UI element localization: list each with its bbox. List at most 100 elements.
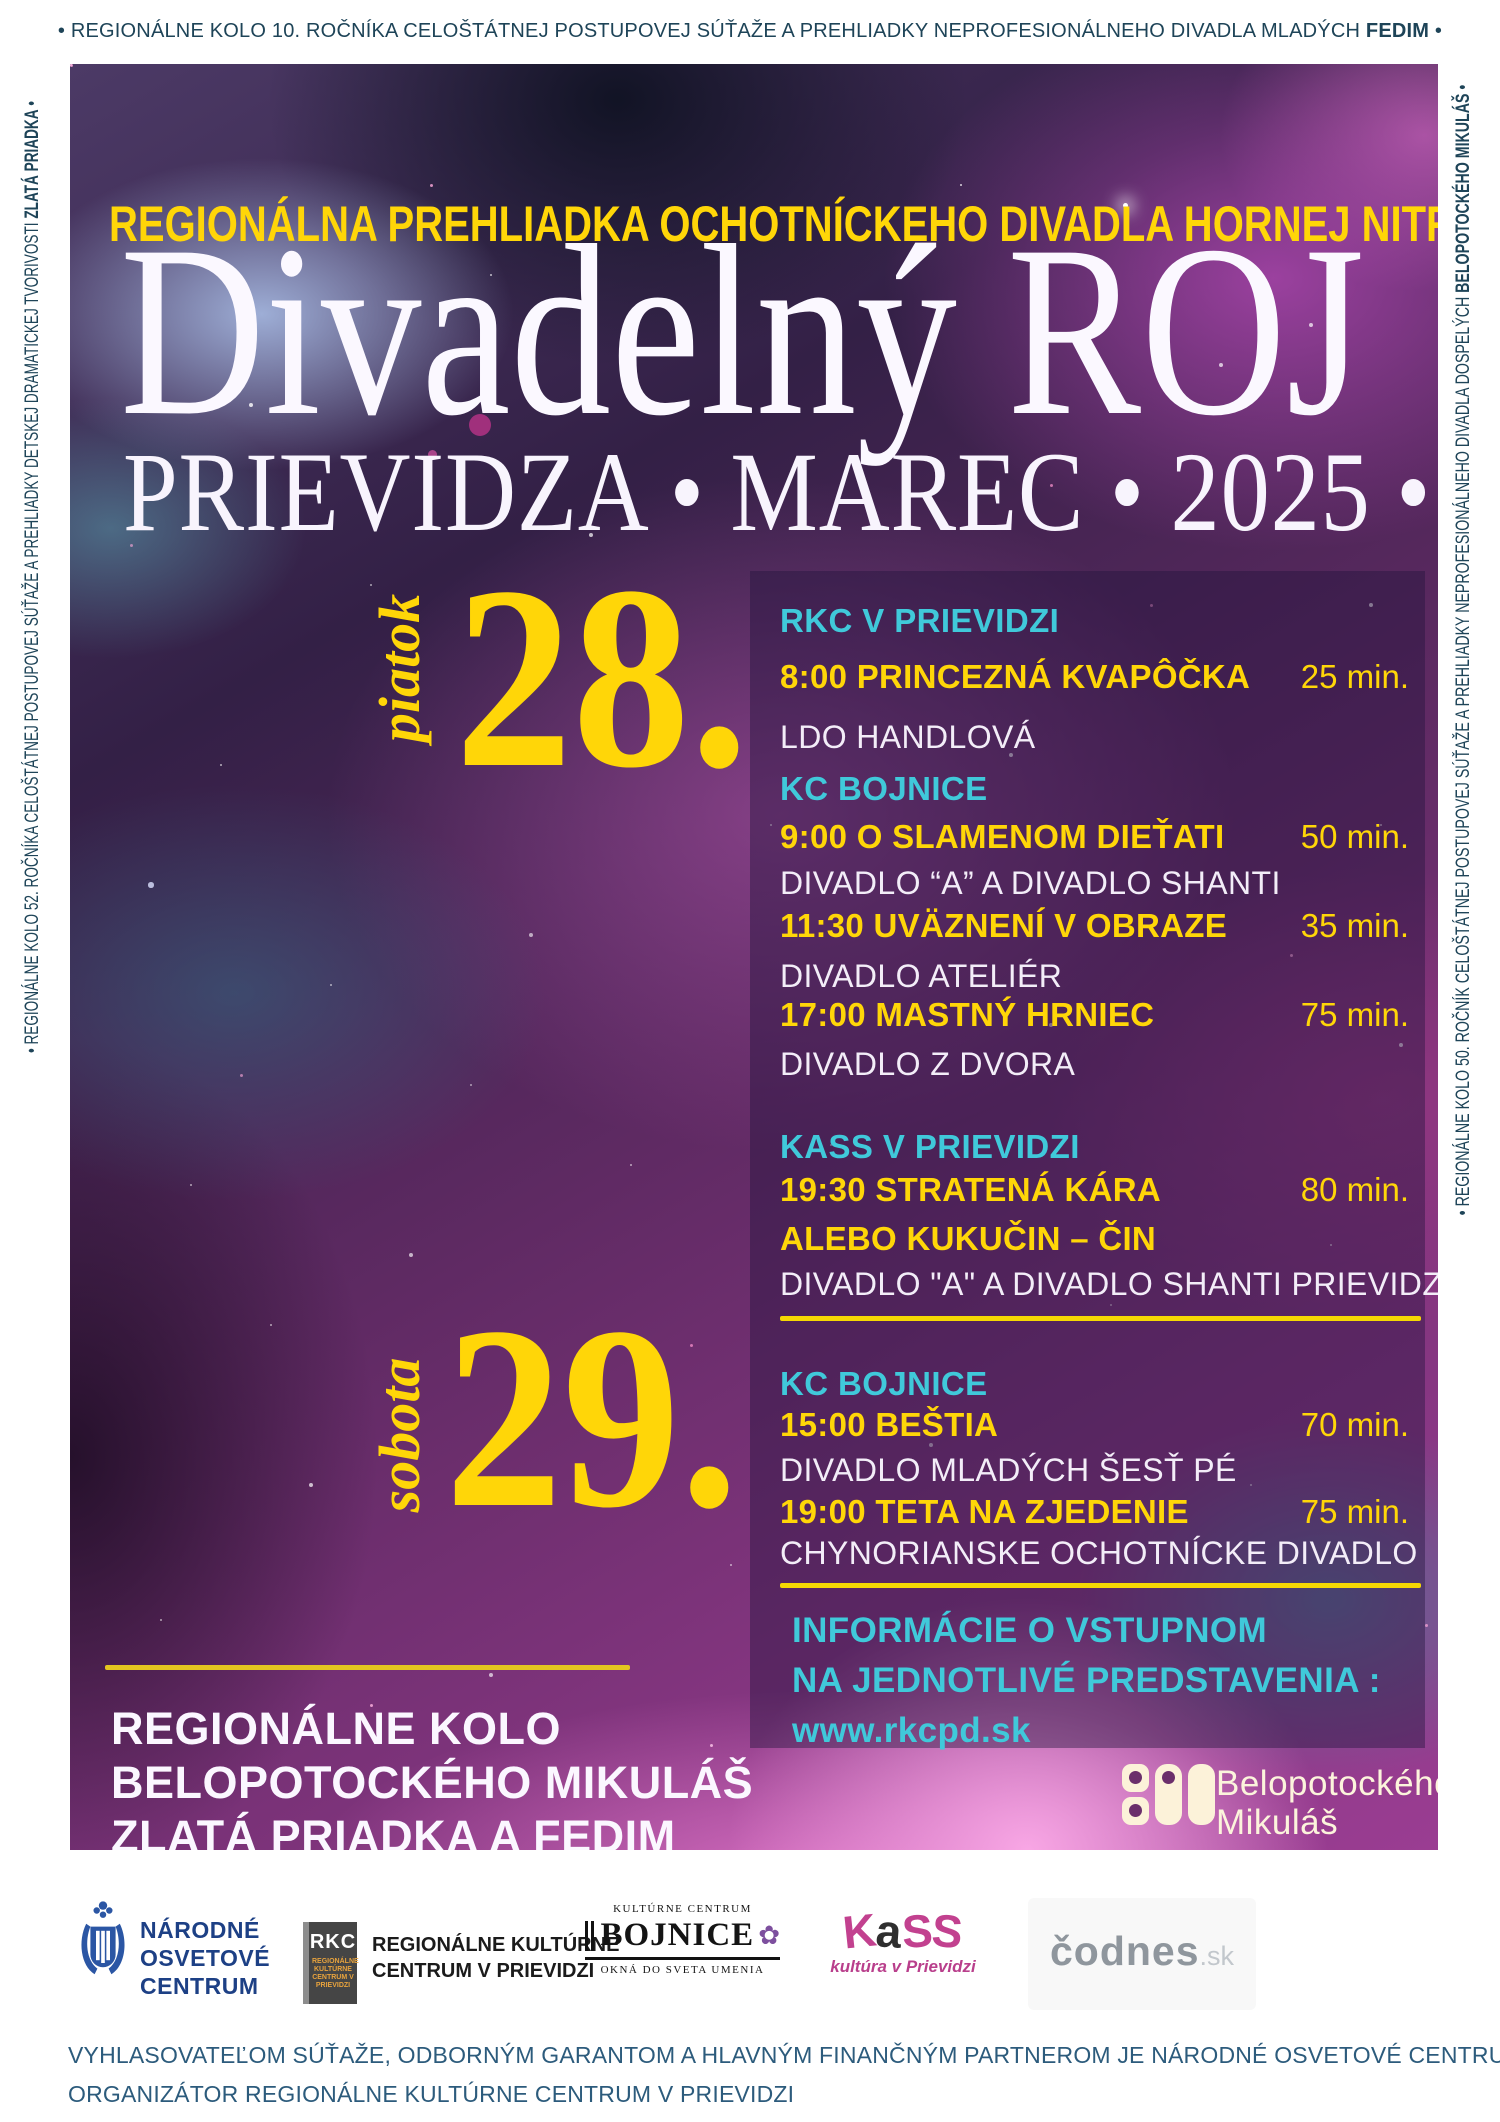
bojnice-stripes-icon	[585, 1920, 597, 1951]
schedule-panel: RKC V PRIEVIDZI 8:00 PRINCEZNÁ KVAPÔČKA …	[750, 571, 1438, 1750]
codnes-logo: čodnes.sk	[1028, 1898, 1256, 2010]
show-group: DIVADLO "A" A DIVADLO SHANTI PRIEVIDZA	[780, 1266, 1438, 1302]
show-row: 19:30 STRATENÁ KÁRA 80 min.	[780, 1170, 1409, 1210]
kass-logo-caption: kultúra v Prievidzi	[830, 1957, 976, 1976]
top-banner-bold-fedim: FEDIM	[1365, 20, 1430, 42]
poster-artwork: REGIONÁLNA PREHLIADKA OCHOTNÍCKEHO DIVAD…	[70, 64, 1438, 1850]
noc-logo-text: NÁRODNÉ OSVETOVÉ CENTRUM	[140, 1916, 270, 2000]
show-row: 9:00 O SLAMENOM DIEŤATI 50 min.	[780, 817, 1409, 857]
show-title: ALEBO KUKUČIN – ČIN	[780, 1220, 1157, 1257]
show-title: 19:30 STRATENÁ KÁRA	[780, 1171, 1161, 1208]
top-banner-suffix: •	[1429, 20, 1443, 42]
show-row: 17:00 MASTNÝ HRNIEC 75 min.	[780, 995, 1409, 1035]
bm-logo-hole	[1162, 1771, 1175, 1784]
footer-text-line2: ORGANIZÁTOR REGIONÁLNE KULTÚRNE CENTRUM …	[68, 2081, 795, 2107]
codnes-logo-name: čodnes	[1049, 1928, 1200, 1974]
noc-line2: OSVETOVÉ	[140, 1945, 271, 1971]
regional-round-line1: REGIONÁLNE KOLO	[111, 1703, 562, 1754]
show-row: 15:00 BEŠTIA 70 min.	[780, 1405, 1409, 1445]
bm-logo-hole	[1129, 1804, 1142, 1817]
show-group: DIVADLO Z DVORA	[780, 1046, 1076, 1082]
rkc-caption-line2: CENTRUM V PRIEVIDZI	[372, 1960, 595, 1982]
left-vertical-banner: • REGIONÁLNE KOLO 52. ROČNÍKA CELOŠTÁTNE…	[13, 73, 53, 1081]
poster-title: Divadelný ROJ	[120, 195, 1365, 466]
right-strip-suffix: •	[1453, 84, 1474, 94]
show-title: 15:00 BEŠTIA	[780, 1406, 999, 1443]
kass-letter-s1: S	[900, 1904, 934, 1958]
noc-line1: NÁRODNÉ	[140, 1917, 260, 1943]
magenta-dot-decor	[469, 414, 491, 436]
top-banner: • REGIONÁLNE KOLO 10. ROČNÍKA CELOŠTÁTNE…	[0, 20, 1500, 43]
bm-logo-shape	[1122, 1797, 1149, 1825]
regional-round-line3: ZLATÁ PRIADKA A FEDIM	[111, 1811, 676, 1850]
bm-logo-hole	[1129, 1771, 1142, 1784]
kass-letter-s2: S	[930, 1903, 966, 1959]
show-duration: 25 min.	[1300, 658, 1409, 695]
bojnice-logo-top-caption: KULTÚRNE CENTRUM	[613, 1903, 752, 1915]
info-divider-line	[780, 1583, 1421, 1588]
footer-text-line1: VYHLASOVATEĽOM SÚŤAŽE, ODBORNÝM GARANTOM…	[68, 2042, 1500, 2068]
show-duration: 75 min.	[1300, 1493, 1409, 1530]
show-row: 19:00 TETA NA ZJEDENIE 75 min.	[780, 1492, 1409, 1532]
bm-logo-shape	[1155, 1764, 1182, 1825]
regional-round-line2: BELOPOTOCKÉHO MIKULÁŠ	[111, 1757, 754, 1808]
bm-logo-hole	[1195, 1771, 1208, 1784]
codnes-logo-wordmark: čodnes.sk	[1028, 1928, 1256, 1975]
day-number-28: 28.	[455, 533, 749, 822]
regional-round-block: REGIONÁLNE KOLO BELOPOTOCKÉHO MIKULÁŠ ZL…	[111, 1702, 753, 1850]
weekday-piatok: piatok	[367, 593, 432, 743]
crocus-flower-icon: ✿	[758, 1920, 780, 1950]
bright-star-icon	[1123, 203, 1128, 208]
venue-name: KASS V PRIEVIDZI	[780, 1128, 1080, 1165]
noc-logo-svg	[81, 1901, 125, 1975]
kass-letter-a: a	[874, 1904, 904, 1958]
day-number-29: 29.	[445, 1273, 739, 1562]
right-strip-bold: BELOPOTOCKÉHO MIKULÁŠ	[1453, 93, 1474, 293]
show-row: 11:30 UVÄZNENÍ V OBRAZE 35 min.	[780, 906, 1409, 946]
bojnice-logo-name: BOJNICE	[600, 1917, 755, 1953]
bm-logo-line2: Mikuláš	[1216, 1803, 1339, 1842]
poster-date-line: PRIEVIDZA • MAREC • 2025 •	[123, 430, 1432, 555]
show-duration: 80 min.	[1300, 1171, 1409, 1208]
show-group: DIVADLO MLADÝCH ŠESŤ PÉ	[780, 1452, 1237, 1488]
stars-pink-decor	[70, 64, 73, 67]
left-strip-suffix: •	[22, 100, 43, 110]
venue-name: KC BOJNICE	[780, 1365, 988, 1402]
left-strip-text: • REGIONÁLNE KOLO 52. ROČNÍKA CELOŠTÁTNE…	[22, 218, 43, 1054]
kass-logo-wordmark: KaSS	[828, 1903, 978, 1959]
website-link[interactable]: www.rkcpd.sk	[792, 1711, 1031, 1750]
bm-logo-line1: Belopotockého	[1216, 1764, 1438, 1803]
poster-subtitle: REGIONÁLNA PREHLIADKA OCHOTNÍCKEHO DIVAD…	[109, 196, 1438, 252]
noc-line3: CENTRUM	[140, 1973, 259, 1999]
show-title: 17:00 MASTNÝ HRNIEC	[780, 996, 1155, 1033]
show-group: CHYNORIANSKE OCHOTNÍCKE DIVADLO	[780, 1535, 1418, 1571]
show-duration: 35 min.	[1300, 907, 1409, 944]
show-title: 9:00 O SLAMENOM DIEŤATI	[780, 818, 1225, 855]
rkc-logo-caption: REGIONÁLNE KULTÚRNE CENTRUM V PRIEVIDZI	[372, 1932, 619, 1984]
show-group: LDO HANDLOVÁ	[780, 719, 1036, 755]
magenta-dot-small-decor	[428, 450, 437, 459]
weekday-sobota: sobota	[367, 1357, 432, 1513]
show-row: 8:00 PRINCEZNÁ KVAPÔČKA 25 min.	[780, 657, 1409, 697]
show-title: 8:00 PRINCEZNÁ KVAPÔČKA	[780, 658, 1251, 695]
bojnice-logo-bottom-caption: OKNÁ DO SVETA UMENIA	[600, 1964, 765, 1976]
kass-letter-k: K	[840, 1903, 879, 1959]
right-strip-text: • REGIONÁLNE KOLO 50. ROČNÍK CELOŠTÁTNEJ…	[1453, 292, 1474, 1216]
venue-name: RKC V PRIEVIDZI	[780, 602, 1060, 639]
ticket-info-line2: NA JEDNOTLIVÉ PREDSTAVENIA :	[792, 1661, 1381, 1700]
noc-logo-icon	[75, 1898, 131, 1991]
show-title: 19:00 TETA NA ZJEDENIE	[780, 1493, 1189, 1530]
left-strip-bold: ZLATÁ PRIADKA	[22, 109, 43, 219]
show-group: DIVADLO ATELIÉR	[780, 958, 1063, 994]
ticket-info-line1: INFORMÁCIE O VSTUPNOM	[792, 1611, 1268, 1650]
show-title: 11:30 UVÄZNENÍ V OBRAZE	[780, 907, 1228, 944]
kass-logo: KaSS kultúra v Prievidzi	[828, 1903, 978, 1977]
right-vertical-banner: • REGIONÁLNE KOLO 50. ROČNÍK CELOŠTÁTNEJ…	[1444, 60, 1484, 1240]
bm-logo-shape	[1188, 1764, 1215, 1825]
rkc-logo-mini-text: REGIONÁLNE KULTÚRNE CENTRUM V PRIEVIDZI	[312, 1958, 359, 1989]
rkc-logo-abbr: RKC	[309, 1931, 357, 1953]
show-duration: 50 min.	[1300, 818, 1409, 855]
belopotockeho-mikulas-logo-icon	[1122, 1764, 1215, 1825]
show-duration: 75 min.	[1300, 996, 1409, 1033]
